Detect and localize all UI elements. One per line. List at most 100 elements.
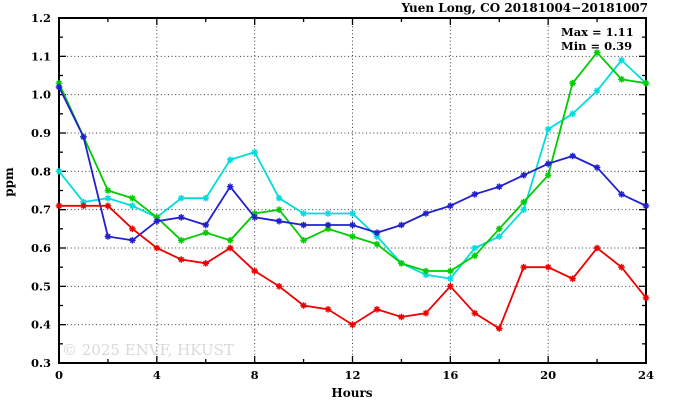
- series-green-marker: [226, 237, 234, 244]
- series-cyan-marker: [569, 110, 576, 118]
- y-tick-label: 0.7: [31, 203, 51, 217]
- series-green-marker: [495, 225, 503, 233]
- chart-title: Yuen Long, CO 20181004−20181007: [401, 1, 648, 15]
- x-tick-label: 0: [55, 368, 63, 382]
- series-red-marker: [251, 267, 258, 275]
- series-green-marker: [349, 233, 356, 240]
- series-red-marker: [642, 294, 650, 302]
- series-blue-marker: [373, 229, 381, 236]
- series-green-marker: [251, 210, 258, 217]
- min-annotation: Min = 0.39: [561, 39, 633, 53]
- series-red-marker: [104, 202, 112, 210]
- series-cyan-marker: [226, 156, 234, 164]
- series-red-marker: [226, 244, 234, 252]
- series-blue-marker: [177, 214, 185, 221]
- series-green-marker: [569, 79, 576, 87]
- series-blue-marker: [275, 217, 283, 225]
- series-green-marker: [398, 260, 405, 267]
- series-green-marker: [129, 194, 136, 202]
- series-blue-marker: [251, 214, 258, 221]
- series-blue-marker: [104, 233, 112, 240]
- series-blue-marker: [129, 237, 136, 244]
- series-red-marker: [569, 275, 576, 282]
- series-red-marker: [422, 309, 430, 317]
- x-tick-label: 16: [442, 368, 458, 382]
- series-blue-marker: [202, 221, 210, 229]
- series-cyan-marker: [593, 87, 601, 95]
- series-blue-marker: [80, 133, 87, 141]
- series-cyan-marker: [324, 210, 332, 217]
- series-red-marker: [300, 302, 307, 309]
- series-cyan-marker: [447, 275, 454, 282]
- series-cyan-marker: [80, 198, 87, 206]
- series-cyan-marker: [471, 244, 479, 252]
- series-red-marker: [275, 283, 283, 290]
- series-green-marker: [422, 267, 430, 275]
- series-cyan-marker: [520, 206, 528, 213]
- watermark: © 2025 ENVF, HKUST: [62, 341, 234, 359]
- series-green-marker: [618, 76, 625, 83]
- series-cyan-marker: [177, 194, 185, 202]
- series-red-marker: [544, 263, 552, 271]
- x-tick-label: 4: [153, 368, 161, 382]
- series-red-marker: [398, 313, 405, 321]
- series-green-marker: [300, 237, 307, 244]
- x-axis-label: Hours: [331, 386, 373, 400]
- series-green-marker: [153, 214, 161, 221]
- series-red-marker: [55, 202, 63, 210]
- series-cyan-marker: [373, 233, 381, 240]
- series-blue-marker: [471, 191, 479, 198]
- series-blue-marker: [398, 221, 405, 229]
- y-tick-label: 0.9: [31, 126, 51, 140]
- series-red-marker: [324, 306, 332, 313]
- series-cyan-marker: [300, 210, 307, 217]
- series-cyan-marker: [422, 271, 430, 279]
- series-blue-marker: [55, 83, 63, 91]
- series-cyan-marker: [349, 210, 356, 217]
- series-blue-marker: [447, 202, 454, 210]
- series-blue-marker: [324, 221, 332, 229]
- y-tick-label: 0.4: [31, 318, 51, 332]
- max-annotation: Max = 1.11: [561, 25, 634, 39]
- series-cyan-marker: [104, 194, 112, 202]
- series-blue-marker: [520, 171, 528, 179]
- x-tick-label: 8: [251, 368, 259, 382]
- series-blue-marker: [300, 221, 307, 229]
- series-blue-marker: [642, 202, 650, 210]
- series-green-marker: [520, 198, 528, 206]
- series-green-marker: [447, 267, 454, 275]
- series-red-marker: [471, 309, 479, 317]
- series-red-marker: [129, 225, 136, 233]
- series-green-marker: [275, 206, 283, 213]
- series-green-marker: [104, 187, 112, 194]
- series-red-marker: [349, 321, 356, 328]
- series-green-marker: [324, 225, 332, 233]
- series-red-marker: [520, 263, 528, 271]
- series-red-marker: [153, 244, 161, 252]
- series-cyan-marker: [618, 56, 625, 64]
- series-red-marker: [373, 306, 381, 313]
- series-green-marker: [177, 237, 185, 244]
- series-red-marker: [618, 263, 625, 271]
- y-tick-label: 0.6: [31, 241, 51, 255]
- series-cyan-marker: [129, 202, 136, 210]
- series-green-marker: [593, 49, 601, 56]
- series-blue-marker: [618, 191, 625, 198]
- x-tick-label: 20: [540, 368, 556, 382]
- series-red-marker: [177, 256, 185, 263]
- x-tick-label: 12: [344, 368, 360, 382]
- series-blue-marker: [226, 183, 234, 190]
- series-green-marker: [202, 229, 210, 236]
- series-cyan-marker: [202, 194, 210, 202]
- y-tick-label: 1.2: [31, 11, 51, 25]
- series-green-marker: [471, 252, 479, 259]
- series-green-marker: [373, 240, 381, 248]
- series-blue-marker: [495, 183, 503, 190]
- series-blue-marker: [422, 210, 430, 217]
- y-tick-label: 1.0: [31, 88, 51, 102]
- series-red-marker: [80, 202, 87, 210]
- max-min-annotation: Max = 1.11 Min = 0.39: [561, 25, 634, 53]
- y-tick-label: 0.5: [31, 279, 51, 293]
